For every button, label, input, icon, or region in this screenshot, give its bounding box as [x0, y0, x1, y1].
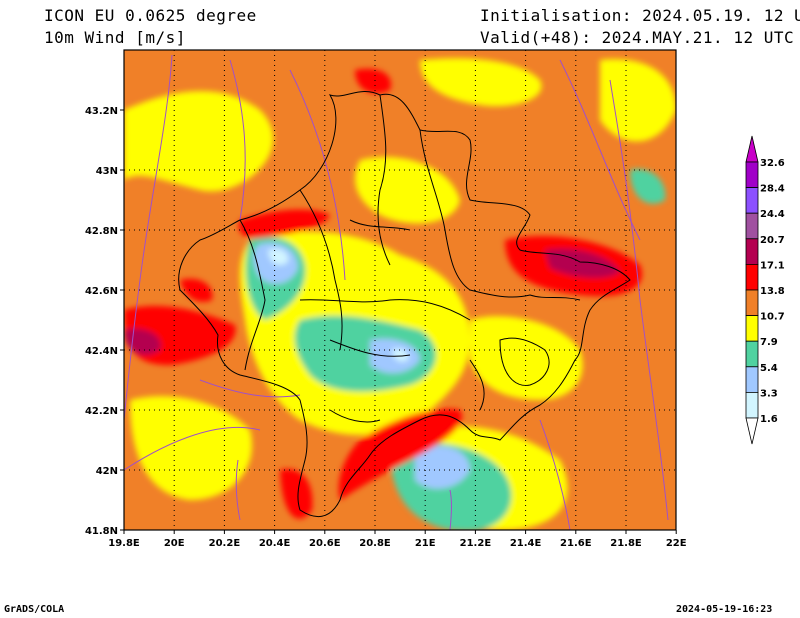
legend-swatch: [745, 391, 759, 419]
field-cyan: [392, 348, 409, 362]
x-tick-label: 20.2E: [209, 538, 241, 549]
longitude-ticks: 19.8E 20E 20.2E 20.4E 20.6E 20.8E 21E 21.2E 21.4…: [108, 530, 687, 549]
valid-time: Valid(+48): 2024.MAY.21. 12 UTC: [480, 28, 795, 47]
y-tick-label: 42N: [96, 466, 118, 477]
lat-lon-grid: [124, 50, 676, 530]
x-tick-label: 19.8E: [108, 538, 140, 549]
field-cyan: [268, 248, 289, 266]
variable-title: 10m Wind [m/s]: [44, 28, 186, 47]
y-tick-label: 42.2N: [85, 406, 118, 417]
legend-swatch: [745, 289, 759, 317]
boundaries: [178, 90, 631, 518]
y-tick-label: 43N: [96, 166, 118, 177]
x-tick-label: 20.4E: [259, 538, 291, 549]
streamlines: [124, 54, 669, 530]
legend-level-label: 20.7: [760, 235, 785, 246]
field-red: [338, 409, 462, 500]
legend-swatch: [745, 161, 759, 189]
initialisation-time: Initialisation: 2024.05.19. 12 UTC: [480, 6, 800, 25]
legend-swatch: [745, 366, 759, 393]
y-tick-label: 41.8N: [85, 526, 118, 537]
field-light-blue: [415, 445, 470, 489]
legend-level-label: 13.8: [760, 286, 785, 297]
legend-level-label: 5.4: [760, 363, 778, 374]
x-tick-label: 22E: [666, 538, 687, 549]
wind-field: [124, 50, 676, 530]
legend-swatch: [745, 187, 759, 214]
field-red: [280, 469, 313, 519]
legend-level-label: 32.6: [760, 158, 785, 169]
field-green: [630, 169, 666, 204]
field-yellow: [600, 59, 676, 142]
x-tick-label: 20E: [164, 538, 185, 549]
legend-swatch: [745, 315, 759, 342]
legend-level-label: 3.3: [760, 388, 778, 399]
field-red: [355, 68, 391, 94]
field-yellow: [420, 58, 542, 107]
field-red: [180, 278, 213, 302]
field-yellow: [130, 396, 252, 500]
field-yellow: [470, 316, 583, 400]
y-tick-label: 42.8N: [85, 226, 118, 237]
field-yellow: [124, 91, 274, 192]
model-title: ICON EU 0.0625 degree: [44, 6, 257, 25]
legend-under-arrow: [745, 417, 759, 445]
y-tick-label: 42.6N: [85, 286, 118, 297]
y-tick-label: 43.2N: [85, 106, 118, 117]
x-tick-label: 20.8E: [359, 538, 391, 549]
x-tick-label: 20.6E: [309, 538, 341, 549]
legend-swatch: [745, 340, 759, 368]
legend-over-arrow: [745, 135, 759, 163]
x-tick-label: 21.4E: [510, 538, 542, 549]
legend-level-label: 24.4: [760, 209, 785, 220]
legend-swatch: [745, 212, 759, 240]
field-green: [294, 315, 437, 392]
y-tick-label: 42.4N: [85, 346, 118, 357]
legend-level-label: 1.6: [760, 414, 778, 425]
legend-level-label: 7.9: [760, 337, 778, 348]
latitude-ticks: 43.2N 43N 42.8N 42.6N 42.4N 42.2N 42N 41.8N: [85, 106, 124, 537]
legend-level-label: 17.1: [760, 260, 785, 271]
field-red: [238, 209, 330, 239]
field-yellow: [355, 156, 460, 224]
x-tick-label: 21.6E: [560, 538, 592, 549]
x-tick-label: 21E: [415, 538, 436, 549]
legend-level-label: 10.7: [760, 312, 785, 323]
x-tick-label: 21.2E: [460, 538, 492, 549]
color-legend: 32.6 28.4 24.4 20.7 17.1 13.8 10.7 7.9 5.4 3.3 1.6: [745, 135, 785, 445]
legend-level-label: 28.4: [760, 184, 785, 195]
legend-swatch: [745, 238, 759, 265]
legend-swatch: [745, 263, 759, 291]
software-credit: GrADS/COLA: [4, 604, 65, 615]
generation-timestamp: 2024-05-19-16:23: [676, 604, 773, 615]
x-tick-label: 21.8E: [610, 538, 642, 549]
